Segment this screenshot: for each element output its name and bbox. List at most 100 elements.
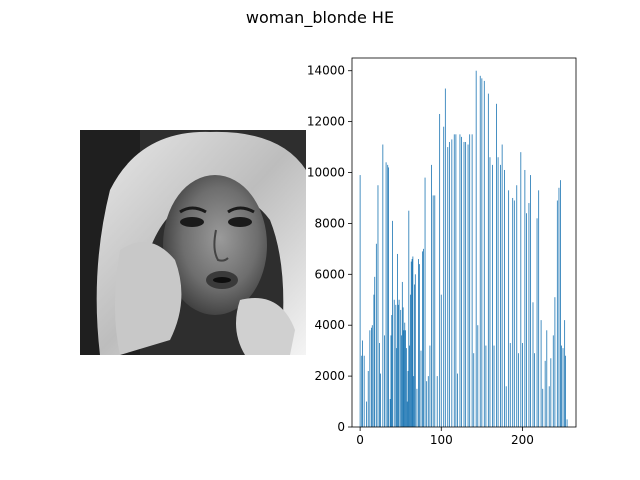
histogram-bar — [534, 353, 536, 427]
y-tick-label: 0 — [337, 420, 345, 434]
histogram-bar — [504, 169, 505, 427]
histogram-bar — [371, 327, 372, 427]
histogram-bar — [398, 299, 400, 427]
histogram-bar — [371, 325, 373, 427]
histogram-bar — [473, 353, 475, 427]
y-tick-label: 2000 — [314, 369, 345, 383]
histogram-bar — [432, 195, 434, 427]
histogram-bar — [388, 167, 389, 427]
histogram-bar — [524, 169, 526, 427]
histogram-bar — [400, 309, 402, 427]
histogram-bar — [412, 256, 414, 427]
histogram-bar — [560, 180, 561, 427]
histogram-bar — [402, 307, 404, 427]
histogram-bar — [434, 195, 436, 427]
histogram-bar — [359, 175, 361, 427]
figure-title: woman_blonde HE — [245, 8, 395, 27]
histogram-bar — [461, 136, 462, 427]
histogram-bar — [560, 345, 562, 427]
y-tick-label: 14000 — [307, 64, 345, 78]
histogram-bar — [422, 251, 424, 427]
histogram-bar — [487, 93, 489, 427]
histogram-bar — [481, 78, 483, 428]
histogram-bar — [500, 164, 501, 427]
histogram-bar — [377, 185, 379, 427]
histogram-bar — [565, 355, 566, 427]
histogram-bar — [453, 134, 455, 427]
histogram-bar — [469, 134, 471, 427]
histogram-bar — [509, 343, 511, 427]
histogram-bar — [409, 345, 411, 427]
histogram-bar — [424, 177, 426, 427]
histogram-bar — [477, 325, 479, 427]
histogram-bar — [496, 103, 497, 428]
histogram-bar — [448, 141, 450, 427]
portrait-image — [80, 130, 306, 355]
histogram-bar — [393, 299, 395, 427]
histogram-bar — [411, 259, 413, 427]
histogram-bar — [379, 343, 380, 427]
histogram-bar — [544, 360, 546, 427]
histogram-bar — [410, 294, 411, 427]
histogram-bar — [389, 399, 391, 427]
y-tick-label: 6000 — [314, 267, 345, 281]
histogram-bar — [552, 335, 554, 427]
histogram-bar — [416, 388, 418, 427]
histogram-bar — [493, 345, 495, 427]
histogram-bar — [516, 185, 518, 427]
histogram-bar — [542, 388, 544, 427]
histogram-bar — [562, 348, 564, 427]
histogram-bar — [413, 376, 415, 427]
histogram-bar — [426, 381, 428, 427]
histogram-bar — [492, 164, 493, 427]
histogram-bar — [505, 386, 507, 427]
histogram-bar — [396, 348, 398, 427]
histogram-bar — [427, 376, 429, 427]
histogram-bar — [431, 164, 432, 427]
histogram-bar — [540, 320, 542, 427]
y-tick-label: 4000 — [314, 318, 345, 332]
histogram-bar — [532, 302, 534, 427]
histogram-bar — [367, 371, 369, 427]
histogram-bar — [392, 220, 393, 427]
histogram-bar — [479, 75, 481, 428]
histogram-bar — [566, 419, 568, 427]
y-tick-label: 10000 — [307, 166, 345, 180]
histogram-bar — [418, 264, 420, 427]
histogram-bar — [550, 358, 552, 427]
histogram-bar — [420, 350, 422, 427]
histogram-bar — [459, 134, 461, 427]
histogram-bar — [513, 200, 515, 427]
histogram-bar — [483, 80, 485, 428]
histogram-bar — [406, 401, 408, 427]
histogram-bar — [485, 345, 487, 427]
histogram-bar — [554, 297, 556, 427]
histogram-bar — [410, 261, 412, 427]
histogram-bar — [397, 304, 399, 427]
histogram-bar — [443, 126, 445, 428]
histogram-bar — [407, 371, 409, 427]
histogram-bar — [405, 330, 406, 427]
histogram-bar — [436, 376, 438, 427]
histogram-bar — [369, 330, 371, 427]
histogram-bar — [475, 70, 477, 428]
histogram-bar — [530, 175, 531, 427]
histogram-bar — [366, 401, 368, 427]
histogram-bar — [558, 187, 560, 427]
histogram-bar — [546, 330, 548, 427]
histogram-bar — [508, 190, 510, 427]
histogram-bar — [361, 355, 363, 427]
histogram-bar — [385, 162, 387, 427]
histogram-bar — [384, 335, 385, 427]
histogram-bar — [440, 294, 442, 427]
histogram-bar — [395, 304, 397, 427]
histogram-bar — [362, 340, 363, 427]
y-tick-label: 12000 — [307, 115, 345, 129]
histogram-bar — [501, 144, 503, 427]
histogram-bar — [548, 386, 550, 427]
y-tick-label: 8000 — [314, 216, 345, 230]
histogram-bar — [414, 284, 415, 427]
histogram-bar — [497, 157, 499, 427]
histogram-bar — [374, 276, 376, 427]
